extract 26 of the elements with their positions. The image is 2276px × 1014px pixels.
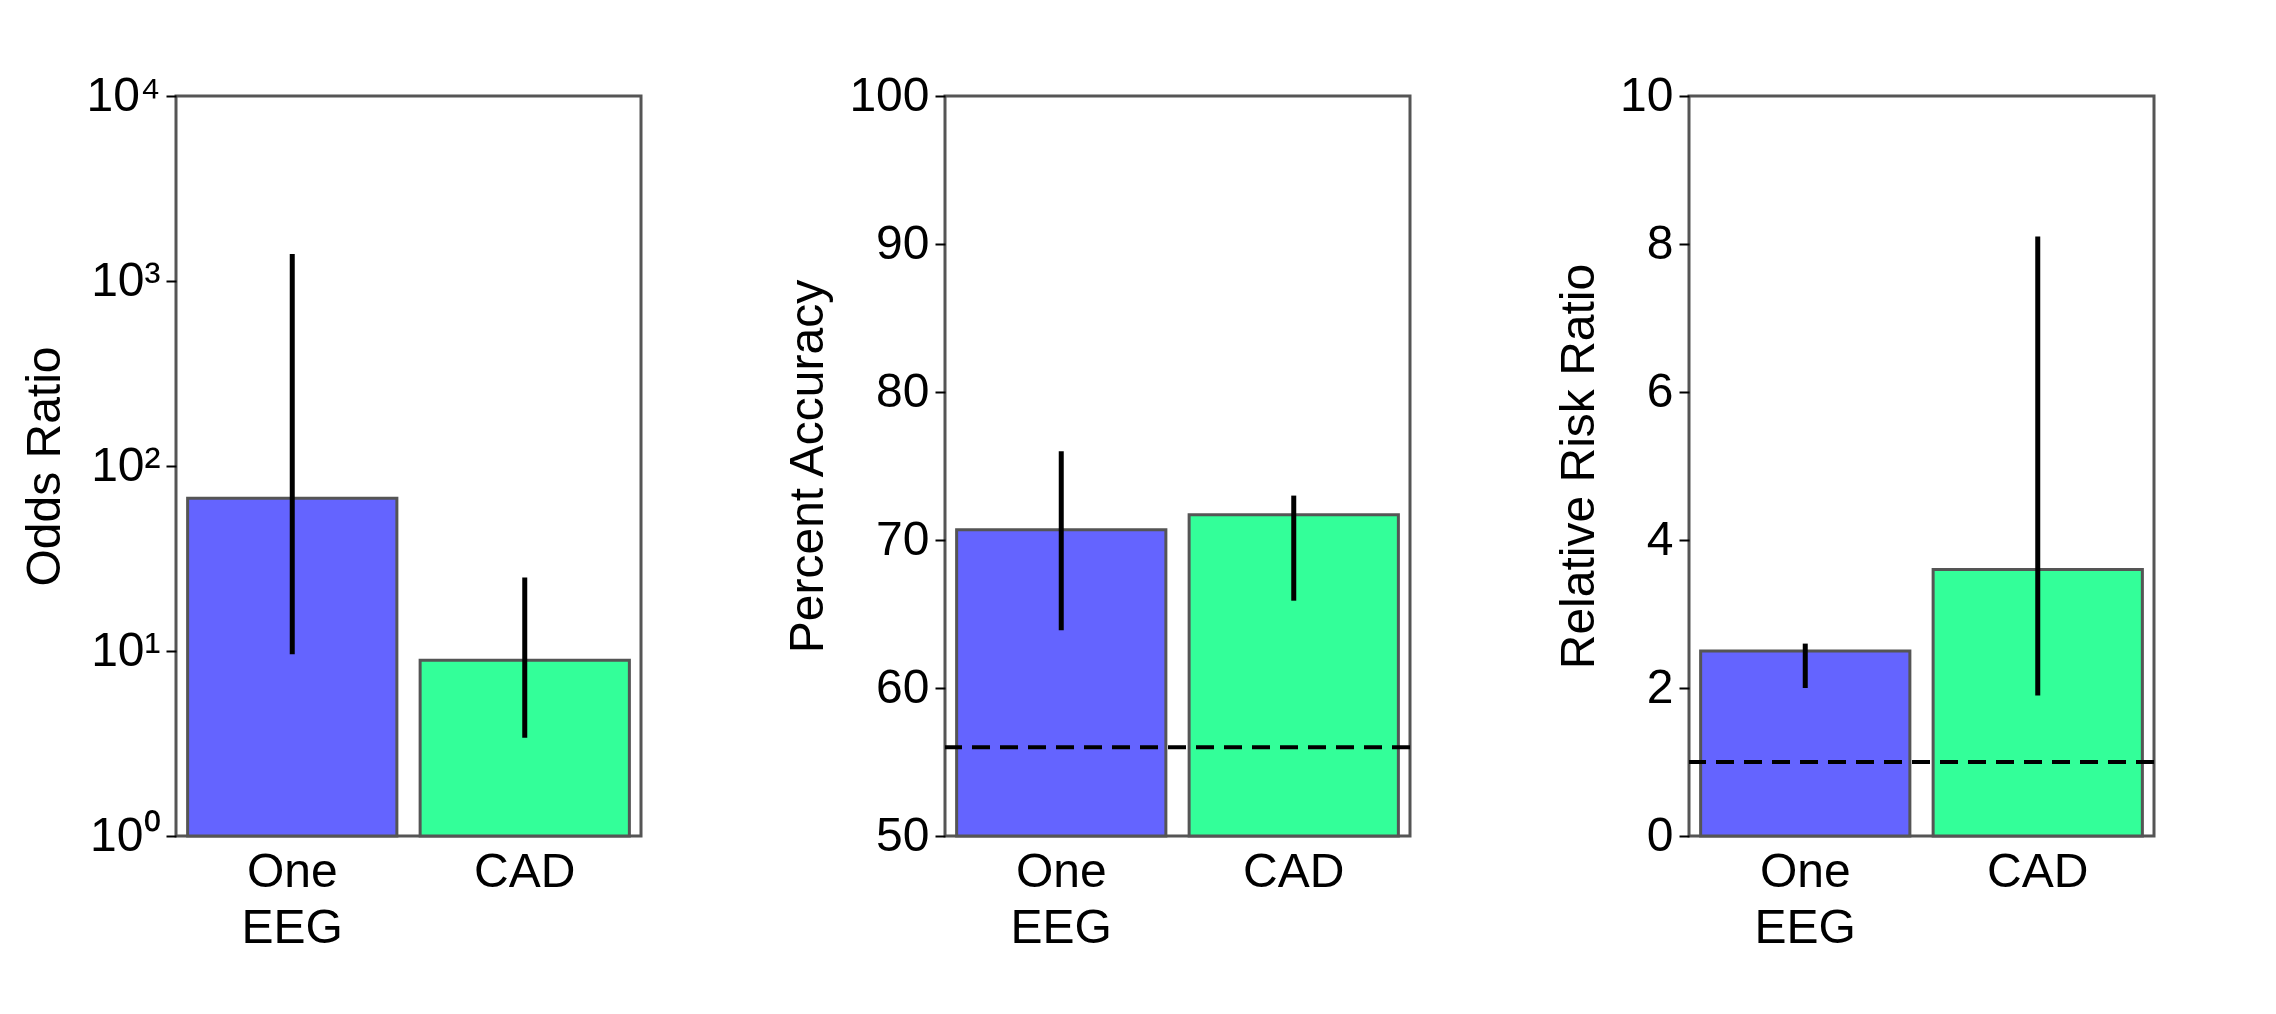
x-tick-label: CAD [474, 843, 576, 897]
y-tick-label: 0 [1646, 807, 1674, 861]
y-tick-label: 10² [91, 437, 161, 491]
y-tick-label: 8 [1646, 215, 1674, 269]
y-tick-label: 50 [876, 807, 930, 861]
x-tick-label: CAD [1987, 843, 2089, 897]
y-tick-label: 2 [1646, 659, 1674, 713]
y-tick-label: 10³ [91, 252, 161, 306]
y-tick-label: 10⁰ [90, 807, 161, 861]
y-tick-label: 10 [1620, 67, 1674, 121]
y-tick-label: 10¹ [91, 622, 161, 676]
y-tick-label: 60 [876, 659, 930, 713]
y-tick-label: 80 [876, 363, 930, 417]
x-tick-label: CAD [1243, 843, 1345, 897]
y-tick-label: 10⁴ [86, 67, 161, 121]
y-tick-label: 100 [849, 67, 930, 121]
x-tick-label: One EEG [1754, 843, 1856, 953]
y-tick-label: 6 [1646, 363, 1674, 417]
x-tick-label: One EEG [1010, 843, 1112, 953]
y-tick-label: 90 [876, 215, 930, 269]
y-axis-title: Percent Accuracy [780, 279, 834, 654]
x-tick-label: One EEG [241, 843, 343, 953]
y-tick-label: 4 [1646, 511, 1674, 565]
y-axis-title: Relative Risk Ratio [1551, 263, 1605, 670]
y-axis-title: Odds Ratio [17, 346, 71, 587]
y-tick-label: 70 [876, 511, 930, 565]
